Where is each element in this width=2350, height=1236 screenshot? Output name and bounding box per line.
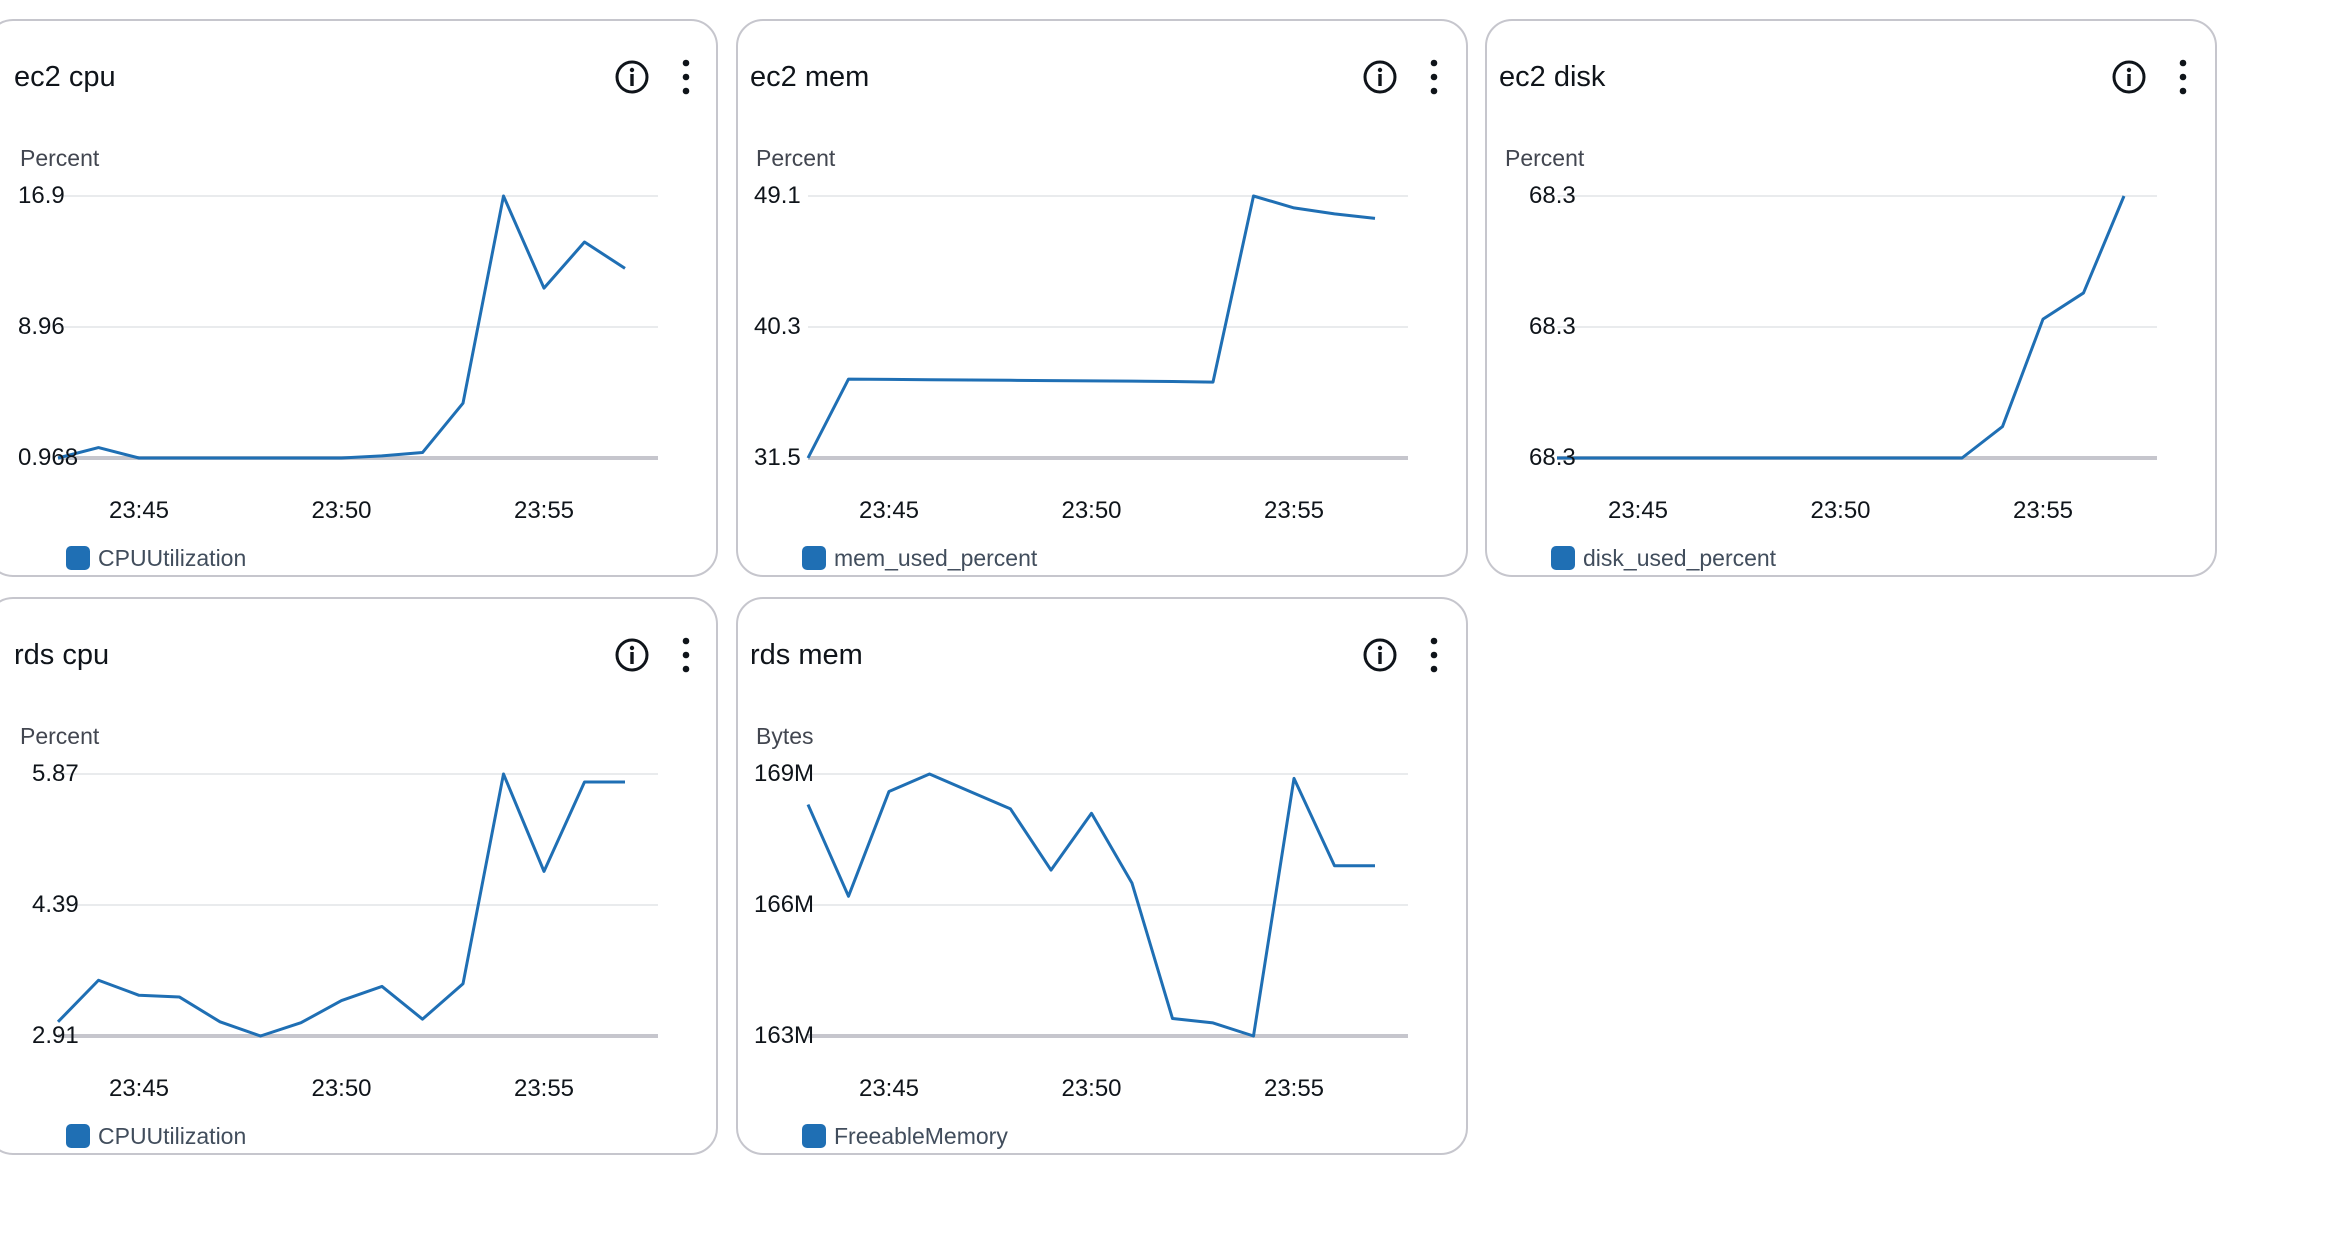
y-axis-unit: Percent: [756, 145, 836, 171]
widget-ec2-mem: ec2 mem Percent mem_used_percent 49.1 40.…: [736, 19, 1468, 577]
legend-swatch: [802, 1124, 826, 1148]
y-tick-label: 68.3: [1529, 182, 1576, 209]
y-tick-label: 49.1: [754, 182, 801, 209]
info-icon[interactable]: [614, 59, 650, 95]
y-tick-label: 68.3: [1529, 444, 1576, 471]
x-tick-label: 23:50: [1061, 497, 1122, 524]
x-tick-label: 23:45: [1607, 497, 1669, 524]
legend[interactable]: CPUUtilization: [66, 1121, 246, 1151]
legend-swatch: [1551, 546, 1575, 570]
line-chart: [56, 772, 658, 1038]
x-tick-label: 23:45: [108, 1075, 170, 1102]
legend-label: CPUUtilization: [98, 1122, 247, 1149]
y-tick-label: 0.968: [18, 444, 79, 471]
y-tick-label: 68.3: [1529, 313, 1576, 340]
line-chart: [806, 772, 1408, 1038]
more-options-icon[interactable]: [1419, 633, 1449, 677]
x-tick-label: 23:45: [858, 497, 920, 524]
widget-title: rds cpu: [14, 639, 110, 671]
series-line-0: [806, 194, 1376, 459]
line-chart: [1557, 195, 2157, 460]
legend-label: mem_used_percent: [834, 544, 1038, 571]
legend-label: FreeableMemory: [834, 1122, 1008, 1149]
line-chart: [806, 194, 1408, 460]
legend-swatch: [802, 546, 826, 570]
widget-title: ec2 cpu: [14, 61, 116, 93]
y-axis-unit: Percent: [20, 723, 100, 749]
x-tick-label: 23:55: [513, 497, 575, 524]
widget-title: ec2 mem: [750, 61, 870, 93]
widget-title: rds mem: [750, 639, 863, 671]
info-icon[interactable]: [1362, 59, 1398, 95]
y-tick-label: 5.87: [32, 760, 79, 787]
legend[interactable]: mem_used_percent: [802, 543, 1037, 573]
x-tick-label: 23:55: [513, 1075, 575, 1102]
x-tick-label: 23:50: [311, 1075, 372, 1102]
series-line-0: [806, 772, 1375, 1038]
more-options-icon[interactable]: [1419, 55, 1449, 99]
legend[interactable]: FreeableMemory: [802, 1121, 1008, 1151]
x-tick-label: 23:50: [1061, 1075, 1122, 1102]
legend-swatch: [66, 1124, 90, 1148]
more-options-icon[interactable]: [2168, 55, 2198, 99]
x-tick-label: 23:45: [108, 497, 170, 524]
legend-label: disk_used_percent: [1583, 544, 1777, 571]
widget-ec2-disk: ec2 disk Percent disk_used_percent 68.3 6…: [1485, 19, 2217, 577]
y-tick-label: 163M: [754, 1022, 815, 1049]
legend-label: CPUUtilization: [98, 544, 247, 571]
y-axis-unit: Percent: [20, 145, 100, 171]
y-axis-unit: Percent: [1505, 145, 1585, 171]
series-line-0: [57, 194, 626, 460]
x-tick-label: 23:55: [1263, 1075, 1325, 1102]
widget-rds-mem: rds mem Bytes FreeableMemory 169M 166M 163…: [736, 597, 1468, 1155]
x-tick-label: 23:50: [311, 497, 372, 524]
x-tick-label: 23:55: [2012, 497, 2074, 524]
info-icon[interactable]: [614, 637, 650, 673]
y-tick-label: 2.91: [32, 1022, 79, 1049]
widget-ec2-cpu: ec2 cpu Percent CPUUtilization 16.9 8.96 0…: [0, 19, 718, 577]
widget-rds-cpu: rds cpu Percent CPUUtilization 5.87 4.39 2…: [0, 597, 718, 1155]
series-line-0: [56, 772, 625, 1038]
legend[interactable]: disk_used_percent: [1551, 543, 1776, 573]
legend-swatch: [66, 546, 90, 570]
series-line-0: [1557, 195, 2126, 460]
legend[interactable]: CPUUtilization: [66, 543, 246, 573]
info-icon[interactable]: [1362, 637, 1398, 673]
x-tick-label: 23:50: [1810, 497, 1871, 524]
y-tick-label: 8.96: [18, 313, 65, 340]
line-chart: [57, 194, 658, 460]
y-tick-label: 40.3: [754, 313, 801, 340]
y-tick-label: 166M: [754, 891, 815, 918]
more-options-icon[interactable]: [671, 55, 701, 99]
y-tick-label: 16.9: [18, 182, 65, 209]
y-tick-label: 4.39: [32, 891, 79, 918]
y-tick-label: 169M: [754, 760, 815, 787]
x-tick-label: 23:45: [858, 1075, 920, 1102]
x-tick-label: 23:55: [1263, 497, 1325, 524]
widget-title: ec2 disk: [1499, 61, 1606, 93]
info-icon[interactable]: [2111, 59, 2147, 95]
more-options-icon[interactable]: [671, 633, 701, 677]
y-axis-unit: Bytes: [756, 723, 814, 749]
y-tick-label: 31.5: [754, 444, 801, 471]
